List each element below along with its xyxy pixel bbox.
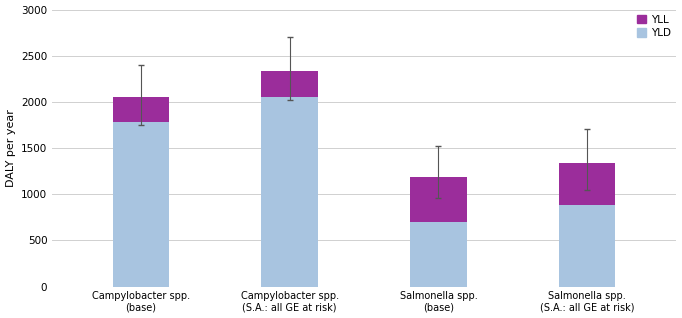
Bar [559,163,615,205]
Bar [559,205,615,287]
Bar [113,122,169,287]
Bar [261,97,318,287]
Bar [410,177,466,222]
Bar [113,97,169,122]
Bar [410,222,466,287]
Y-axis label: DALY per year: DALY per year [5,109,16,187]
Bar [261,71,318,97]
Legend: YLL, YLD: YLL, YLD [637,15,671,38]
